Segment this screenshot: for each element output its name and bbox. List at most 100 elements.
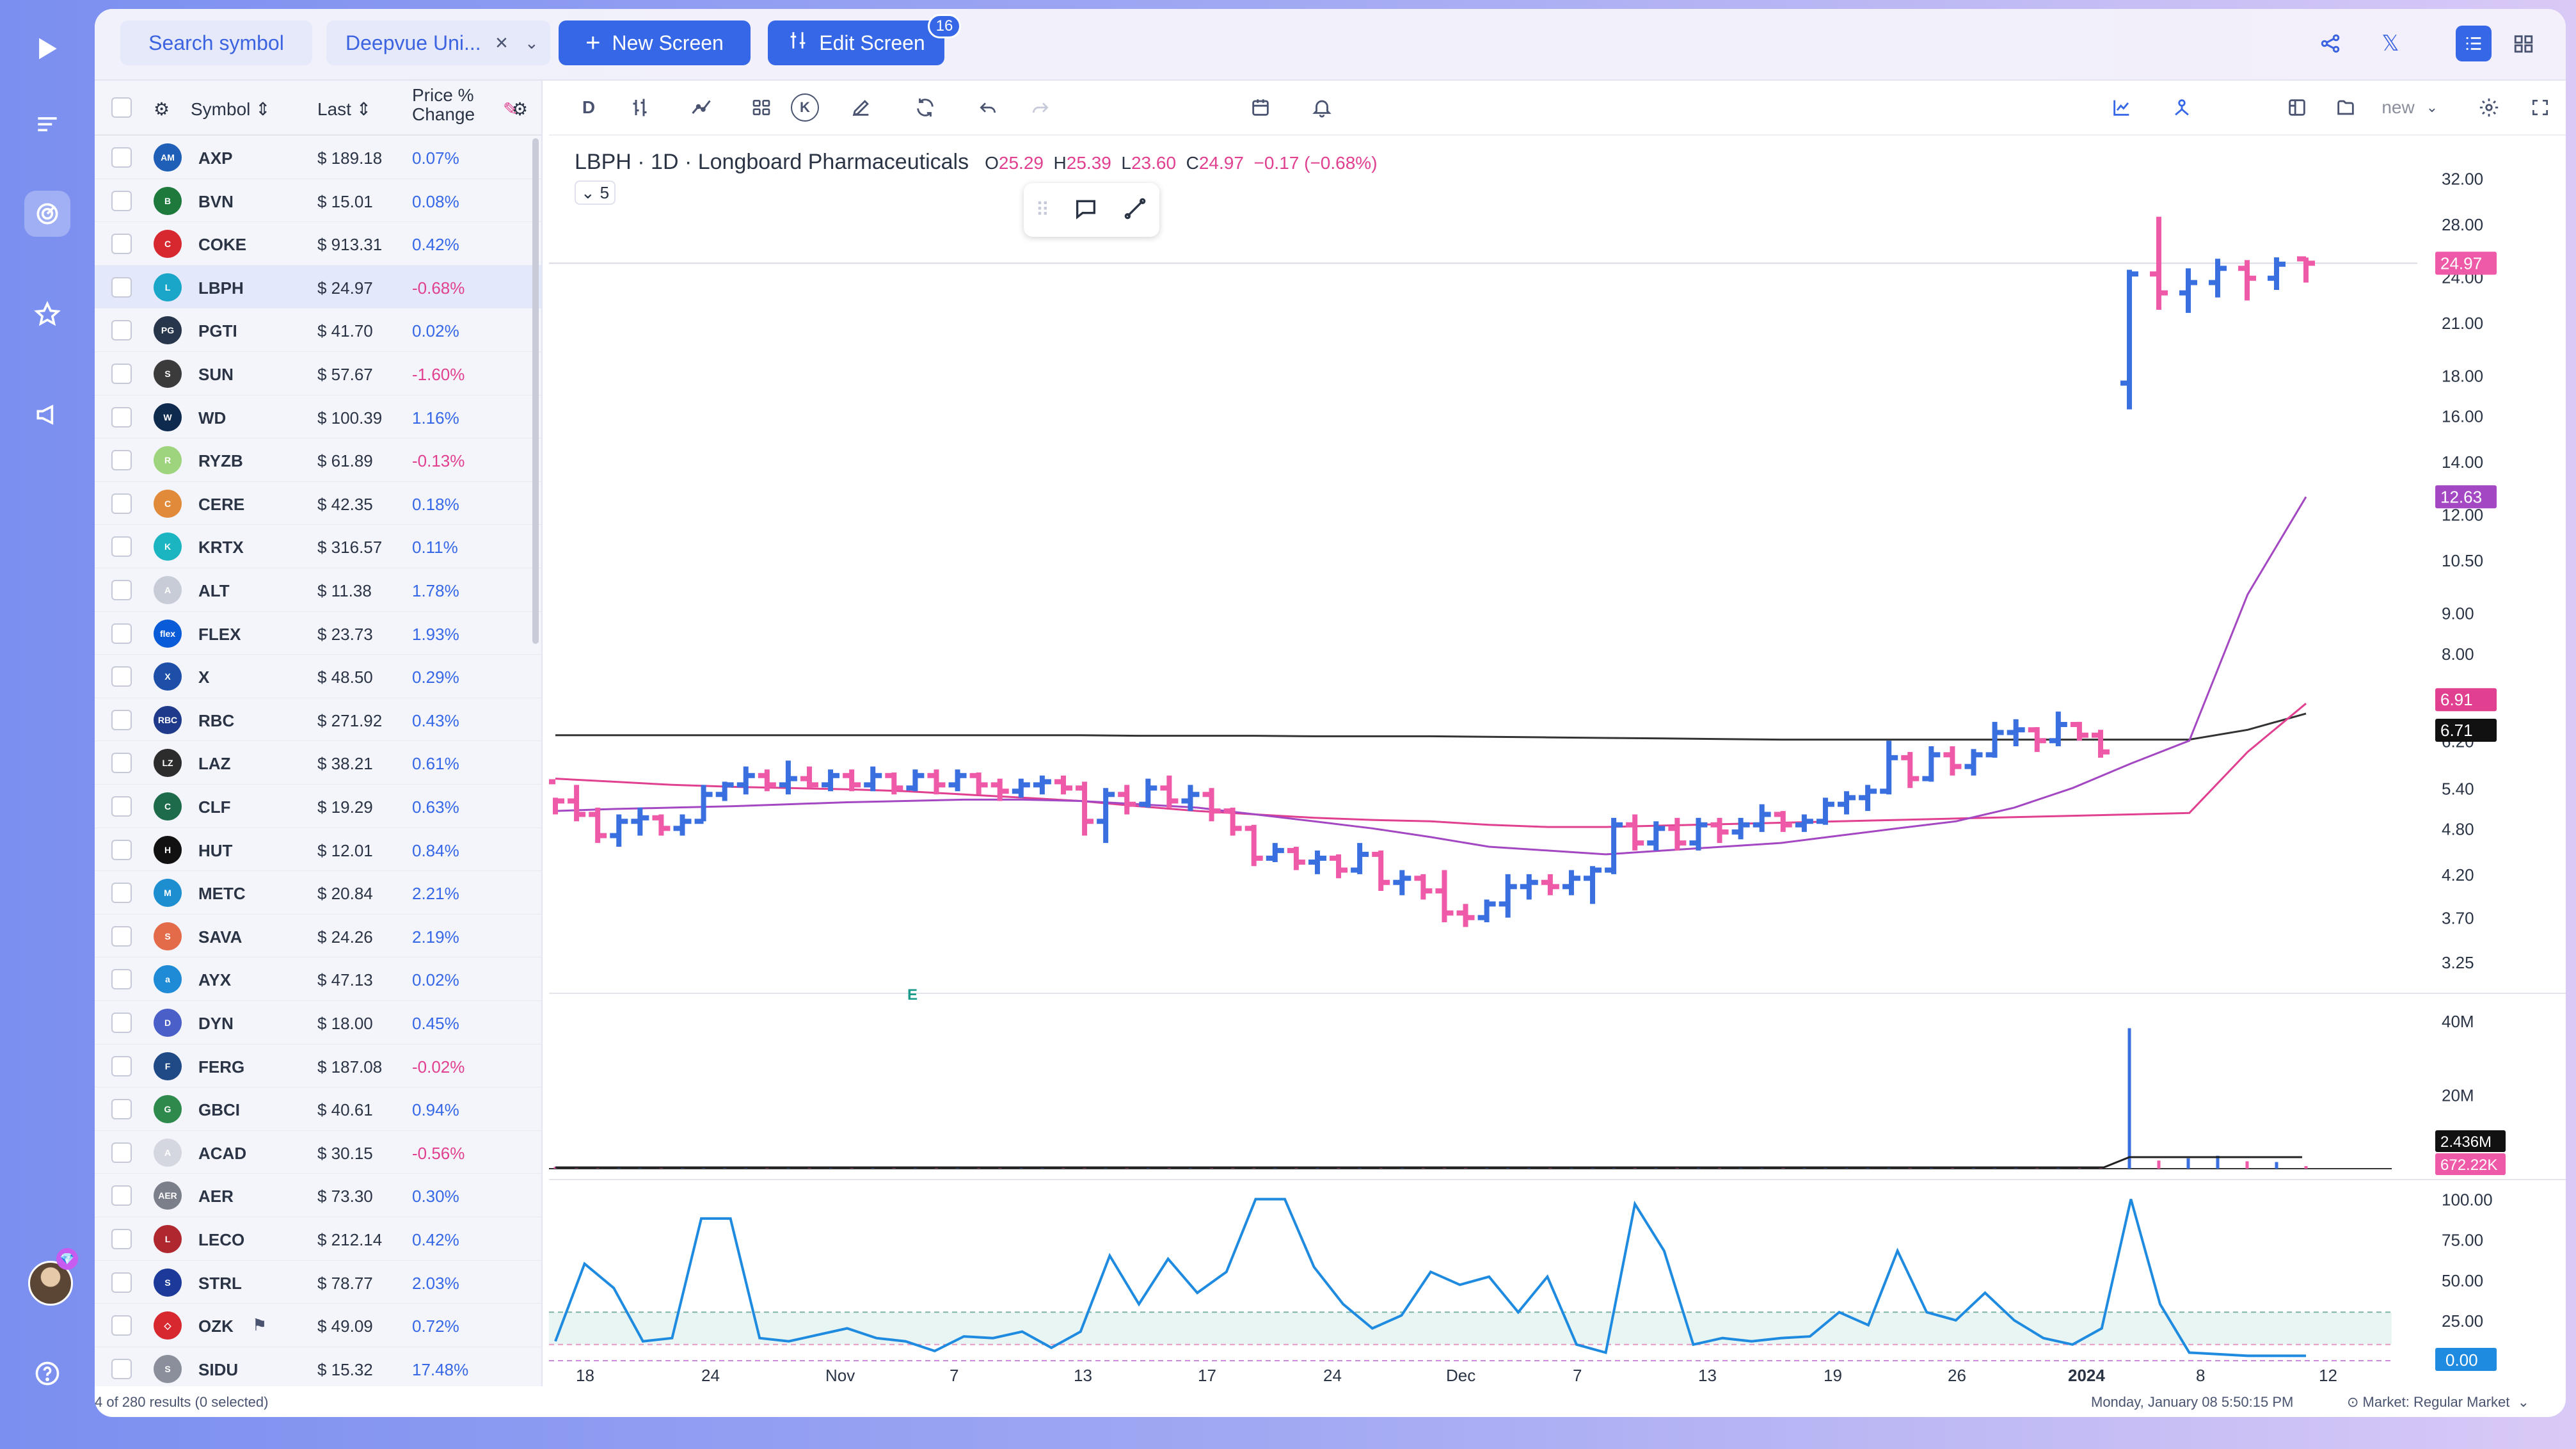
table-row[interactable]: C CERE $ 42.35 0.18% [95,482,541,525]
column-header-change[interactable]: Price % Change [412,85,475,124]
table-row[interactable]: C COKE $ 913.31 0.42% [95,222,541,266]
column-header-symbol[interactable]: Symbol ⇕ [191,99,271,119]
table-row[interactable]: AER AER $ 73.30 0.30% [95,1174,541,1217]
row-checkbox[interactable] [111,1055,132,1077]
row-checkbox[interactable] [111,666,132,687]
pencil-icon[interactable] [847,93,875,122]
line-chart-icon[interactable] [2108,93,2136,122]
screen-selector[interactable]: Deepvue Uni... × ⌄ [326,20,550,65]
play-logo-icon[interactable] [24,26,70,72]
table-row[interactable]: S SAVA $ 24.26 2.19% [95,915,541,958]
alert-bell-icon[interactable] [1308,93,1336,122]
share-icon[interactable] [2312,26,2348,61]
row-checkbox[interactable] [111,320,132,341]
indicators-collapse-button[interactable]: ⌄ 5 [575,180,616,205]
row-checkbox[interactable] [111,883,132,904]
price-chart[interactable]: 32.00 28.00 24.00 21.00 18.00 16.00 14.00 12.00… [549,81,2566,1386]
watchlist-scrollbar[interactable] [532,138,539,644]
table-row[interactable]: S SUN $ 57.67 -1.60% [95,352,541,396]
folder-icon[interactable] [2332,93,2360,122]
row-checkbox[interactable] [111,276,132,298]
grid-view-icon[interactable] [2506,26,2541,61]
indicators-icon[interactable] [687,93,715,122]
table-row[interactable]: A ACAD $ 30.15 -0.56% [95,1131,541,1174]
row-checkbox[interactable] [111,406,132,428]
row-checkbox[interactable] [111,493,132,514]
layout-name-select[interactable]: new [2381,97,2415,117]
chevron-down-icon[interactable]: ⌄ [2426,99,2438,115]
list-view-icon[interactable] [2456,26,2492,61]
row-checkbox[interactable] [111,753,132,774]
x-twitter-icon[interactable]: 𝕏 [2381,31,2399,56]
table-row[interactable]: R RYZB $ 61.89 -0.13% [95,438,541,482]
table-row[interactable]: a AYX $ 47.13 0.02% [95,957,541,1001]
edit-screen-button[interactable]: Edit Screen [768,20,944,65]
row-checkbox[interactable] [111,1142,132,1163]
row-checkbox[interactable] [111,1185,132,1206]
table-row[interactable]: A ALT $ 11.38 1.78% [95,568,541,612]
new-screen-button[interactable]: + New Screen [559,20,751,65]
calendar-icon[interactable] [1246,93,1275,122]
row-checkbox[interactable] [111,623,132,644]
row-checkbox[interactable] [111,1358,132,1379]
row-checkbox[interactable] [111,450,132,471]
row-checkbox[interactable] [111,796,132,817]
settings-gear-icon[interactable] [2475,93,2503,122]
help-icon[interactable] [24,1350,70,1397]
flag-icon[interactable]: ⚑ [252,1315,267,1335]
bar-type-icon[interactable] [626,93,654,122]
table-row[interactable]: RBC RBC $ 271.92 0.43% [95,698,541,742]
list-icon[interactable] [24,102,70,148]
row-checkbox[interactable] [111,1229,132,1249]
drag-handle-icon[interactable]: ⠿ [1035,199,1050,221]
scanner-icon[interactable] [24,191,70,237]
column-settings-icon[interactable]: ⚙ [512,99,529,119]
layout-grid-icon[interactable] [747,93,775,122]
table-row[interactable]: X X $ 48.50 0.29% [95,655,541,698]
table-row[interactable]: S SIDU $ 15.32 17.48% [95,1347,541,1386]
row-checkbox[interactable] [111,1315,132,1336]
table-row[interactable]: LZ LAZ $ 38.21 0.61% [95,741,541,785]
row-checkbox[interactable] [111,234,132,255]
row-checkbox[interactable] [111,190,132,211]
undo-icon[interactable] [974,93,1002,122]
row-checkbox[interactable] [111,1099,132,1120]
k-button[interactable]: K [791,93,819,122]
row-checkbox[interactable] [111,1272,132,1293]
star-icon[interactable] [24,291,70,337]
table-row[interactable]: C CLF $ 19.29 0.63% [95,785,541,828]
table-row[interactable]: ◇ OZK $ 49.09 0.72% ⚑ [95,1304,541,1347]
table-row[interactable]: W WD $ 100.39 1.16% [95,396,541,439]
row-checkbox[interactable] [111,536,132,557]
row-checkbox[interactable] [111,709,132,730]
table-row[interactable]: L LECO $ 212.14 0.42% [95,1217,541,1261]
row-checkbox[interactable] [111,839,132,860]
table-row[interactable]: AM AXP $ 189.18 0.07% [95,136,541,179]
table-row[interactable]: L LBPH $ 24.97 -0.68% [95,265,541,309]
row-checkbox[interactable] [111,147,132,168]
row-checkbox[interactable] [111,364,132,384]
row-checkbox[interactable] [111,580,132,600]
fullscreen-icon[interactable] [2526,93,2554,122]
table-row[interactable]: H HUT $ 12.01 0.84% [95,828,541,872]
row-checkbox[interactable] [111,969,132,990]
close-icon[interactable]: × [495,30,508,55]
comment-icon[interactable] [1073,196,1099,225]
chevron-down-icon[interactable]: ⌄ [525,33,539,52]
table-row[interactable]: F FERG $ 187.08 -0.02% [95,1045,541,1088]
table-row[interactable]: D DYN $ 18.00 0.45% [95,1001,541,1045]
settings-gear-icon[interactable]: ⚙ [154,99,170,119]
table-row[interactable]: G GBCI $ 40.61 0.94% [95,1087,541,1131]
search-symbol-button[interactable]: Search symbol [120,20,312,65]
layout-icon[interactable] [2283,93,2311,122]
column-header-last[interactable]: Last ⇕ [317,99,372,119]
redo-icon[interactable] [1026,93,1054,122]
interval-button[interactable]: D [582,97,596,117]
table-row[interactable]: S STRL $ 78.77 2.03% [95,1261,541,1304]
row-checkbox[interactable] [111,925,132,947]
table-row[interactable]: K KRTX $ 316.57 0.11% [95,525,541,568]
table-row[interactable]: B BVN $ 15.01 0.08% [95,179,541,223]
table-row[interactable]: M METC $ 20.84 2.21% [95,871,541,915]
refresh-icon[interactable] [911,93,939,122]
megaphone-icon[interactable] [24,392,70,438]
